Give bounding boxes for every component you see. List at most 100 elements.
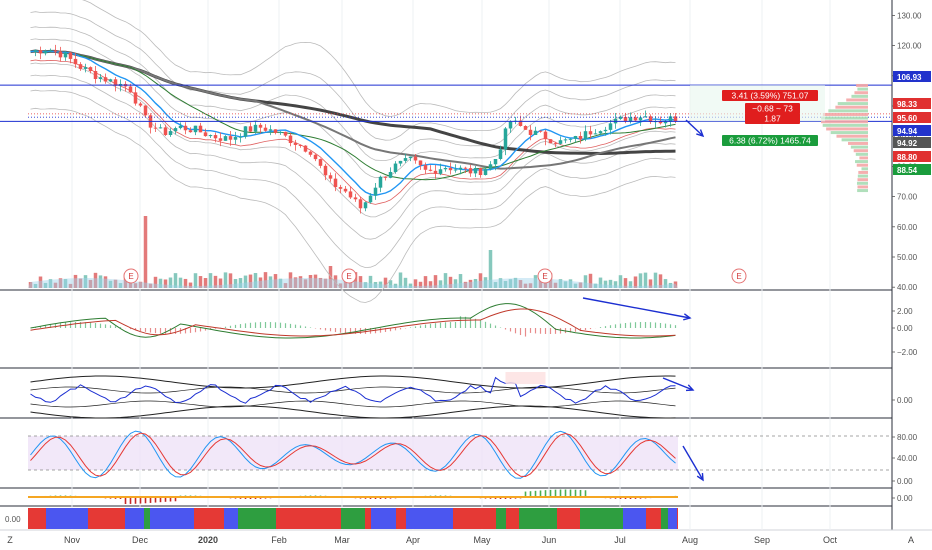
volume-bar — [483, 277, 488, 288]
volume-bar — [358, 276, 363, 288]
volume-bar — [388, 280, 393, 288]
earnings-marker — [537, 268, 553, 284]
macd-histogram-bar — [134, 328, 137, 331]
volume-bar — [138, 281, 143, 288]
macd-histogram-bar — [334, 328, 337, 333]
macd-histogram-bar — [94, 323, 97, 328]
volume-bar — [98, 275, 103, 288]
candle-body — [458, 167, 463, 170]
regime-block — [406, 508, 426, 529]
trend-arrow-head — [696, 129, 705, 138]
osc-line — [30, 376, 676, 404]
macd-histogram-bar — [149, 328, 152, 333]
volume-bar — [478, 273, 483, 288]
candle-body — [503, 128, 508, 150]
candle-body — [328, 175, 333, 179]
candle-body — [623, 116, 628, 122]
macd-histogram-bar — [119, 327, 122, 328]
volume-bar — [168, 277, 173, 288]
candle-body — [563, 139, 568, 141]
macd-histogram-bar — [619, 323, 622, 328]
candle-body — [608, 123, 613, 130]
macd-histogram-bar — [439, 322, 442, 328]
candle-body — [183, 125, 188, 131]
candle-body — [153, 127, 158, 129]
candle-body — [478, 168, 483, 176]
candle-body — [188, 130, 193, 133]
volume-bar — [48, 279, 53, 288]
volume-bar — [658, 274, 663, 288]
price-tag-label: 95.60 — [897, 114, 918, 123]
macd-histogram-bar — [614, 324, 617, 328]
regime-block — [605, 508, 623, 529]
earnings-label: E — [128, 272, 133, 281]
candle-body — [133, 92, 138, 104]
squeeze-bar — [159, 497, 162, 503]
regime-block — [150, 508, 173, 529]
volume-bar — [623, 278, 628, 288]
macd-histogram-bar — [419, 325, 422, 328]
macd-histogram-bar — [254, 322, 257, 328]
candle-body — [658, 121, 663, 124]
measure-box-text: 1.87 — [764, 114, 781, 124]
macd-histogram-bar — [204, 328, 207, 331]
macd-histogram-bar — [239, 324, 242, 328]
macd-histogram-bar — [299, 325, 302, 328]
trend-arrow-line — [582, 297, 691, 319]
volume-bar — [663, 279, 668, 288]
macd-histogram-bar — [554, 328, 557, 334]
macd-histogram-bar — [579, 328, 582, 331]
volume-bar — [538, 278, 543, 288]
candle-body — [393, 163, 398, 172]
lower-keltner-line — [30, 59, 676, 205]
squeeze-bar — [174, 497, 177, 502]
volume-bar — [213, 275, 218, 288]
volume-bar — [253, 273, 258, 288]
candle-body — [238, 136, 243, 138]
price-tag-label: 98.33 — [897, 100, 918, 109]
time-axis-label: Mar — [334, 535, 350, 545]
candle-body — [98, 77, 103, 80]
candle-body — [543, 131, 548, 140]
candle-body — [528, 129, 533, 135]
candle-body — [63, 52, 68, 58]
regime-block — [125, 508, 144, 529]
volume-layer — [28, 216, 678, 288]
time-axis-label: Jun — [542, 535, 557, 545]
macd-histogram-bar — [159, 328, 162, 334]
price-tick-label: 130.00 — [897, 11, 922, 20]
upper-band-line — [30, 38, 676, 179]
regime-block — [623, 508, 646, 529]
time-axis-label: Aug — [682, 535, 698, 545]
volume-bar — [258, 277, 263, 288]
macd-histogram-bar — [54, 323, 57, 328]
candle-body — [598, 131, 603, 134]
macd-histogram-bar — [344, 328, 347, 334]
candle-body — [83, 67, 88, 69]
measure-box-text: −0.68 ~ 73 — [752, 104, 793, 114]
pane-tick-label: 0.00 — [897, 477, 913, 486]
trend-arrow-head — [696, 472, 704, 482]
volume-bar — [333, 275, 338, 288]
candle-body — [428, 169, 433, 171]
pane-tick-label: 2.00 — [897, 307, 913, 316]
volume-bar — [28, 282, 33, 288]
price-tag-label: 94.94 — [897, 127, 918, 136]
volume-bar — [228, 273, 233, 288]
volume-bar — [608, 279, 613, 288]
candle-body — [498, 149, 503, 159]
volume-bar — [243, 275, 248, 288]
trend-arrow-head — [683, 313, 692, 321]
candle-body — [128, 86, 133, 93]
macd-histogram-bar — [639, 322, 642, 328]
macd-histogram-bar — [294, 324, 297, 328]
price-tag — [893, 164, 931, 175]
macd-histogram-bar — [249, 322, 252, 328]
regime-block — [211, 508, 224, 529]
candle-body — [553, 143, 558, 145]
pane-tick-label: 0.00 — [897, 324, 913, 333]
macd-histogram-bar — [154, 328, 157, 334]
candle-body — [628, 117, 633, 122]
candle-body — [178, 125, 183, 129]
